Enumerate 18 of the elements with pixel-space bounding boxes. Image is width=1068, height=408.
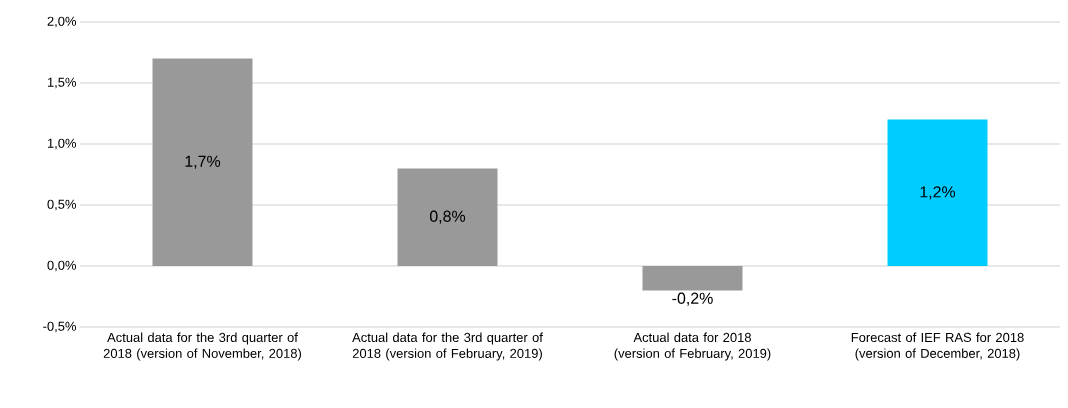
bar bbox=[887, 119, 988, 266]
y-tick-label: 2,0% bbox=[47, 16, 77, 28]
y-tick-label: 0,0% bbox=[47, 260, 77, 272]
data-label: 0,8% bbox=[429, 210, 466, 224]
x-tick-label: Forecast of IEF RAS for 2018 (version of December, 2018) bbox=[851, 332, 1024, 361]
y-tick-label: -0,5% bbox=[43, 321, 77, 333]
x-tick-label: Actual data for the 3rd quarter of 2018 (version of February, 2019) bbox=[352, 332, 543, 361]
y-tick-label: 1,0% bbox=[47, 138, 77, 150]
data-label: -0,2% bbox=[672, 292, 713, 306]
data-label: 1,2% bbox=[920, 186, 956, 200]
bar bbox=[152, 58, 253, 266]
y-tick-label: 0,5% bbox=[47, 199, 77, 211]
y-tick-label: 1,5% bbox=[47, 77, 77, 89]
bar bbox=[397, 168, 498, 266]
bar bbox=[642, 266, 743, 291]
x-tick-label: Actual data for 2018 (version of February, 2019) bbox=[614, 332, 771, 361]
data-label: 1,7% bbox=[185, 155, 221, 169]
x-tick-label: Actual data for the 3rd quarter of 2018 (version of November, 2018) bbox=[103, 332, 302, 361]
